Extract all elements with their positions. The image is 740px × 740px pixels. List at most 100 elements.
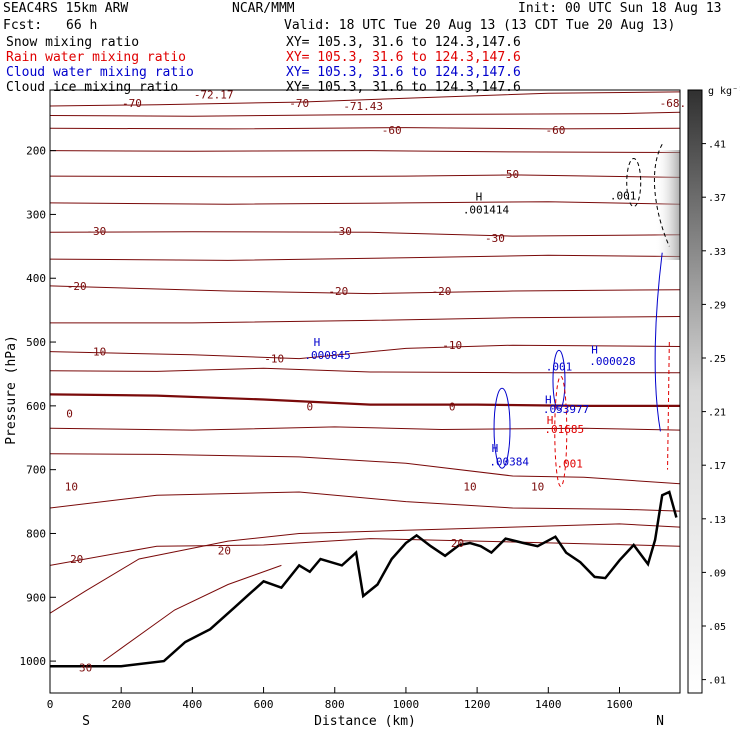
y-tick-label-6: 800: [26, 527, 46, 540]
temperature-label-22: 10: [531, 480, 544, 493]
temperature-label-15: -10: [264, 353, 284, 366]
field-label-14: .001: [556, 457, 583, 470]
rain-water-contour: [554, 375, 568, 487]
field-labels: H.001414.001H.000845.001H.000028H.053977…: [304, 189, 636, 470]
cloud-water-contour-b: [552, 349, 566, 411]
field-label-7: .000028: [589, 355, 635, 368]
isotherm-4: [50, 174, 680, 178]
axes: 0 200 400 600 800 1000 1200 1400 160020030040050…: [20, 145, 633, 711]
x-tick-label-7: 1400: [535, 698, 562, 711]
temperature-label-7: -50: [499, 168, 519, 181]
y-tick-label-8: 1000: [20, 655, 47, 668]
colorbar-ticks: .01 .05 .09 .13 .17 .21 .25 .29 .33 .37 .41: [702, 140, 726, 687]
temperature-label-18: 0: [306, 401, 313, 414]
isotherm-6: [50, 231, 680, 237]
temperature-label-14: -10: [86, 346, 106, 359]
cloud-water-contour-a: [493, 387, 511, 469]
field-ice-name: Cloud ice mixing ratio: [6, 80, 179, 95]
rain-water-contour-b: [667, 342, 670, 470]
colorbar-label-10: .41: [708, 140, 726, 151]
colorbar-unit: g kg⁻¹: [708, 86, 740, 97]
colorbar-label-2: .09: [708, 568, 726, 579]
isotherm-14: [50, 453, 680, 485]
colorbar: [687, 89, 703, 694]
temperature-label-24: 20: [218, 545, 231, 558]
temperature-label-17: 0: [66, 408, 73, 421]
isotherm-17: [50, 523, 680, 614]
x-tick-label-6: 1200: [464, 698, 491, 711]
colorbar-label-4: .17: [708, 461, 726, 472]
y-tick-label-2: 400: [26, 272, 46, 285]
field-label-0: H: [476, 191, 483, 204]
x-tick-label-1: 200: [111, 698, 131, 711]
field-label-8: H: [545, 394, 552, 407]
isotherm-5: [50, 201, 680, 205]
field-label-2: .001: [610, 189, 637, 202]
temperature-label-13: -20: [432, 285, 452, 298]
field-label-3: H: [314, 336, 321, 349]
cloud-water-contour-c: [654, 252, 663, 432]
field-rain-xy: XY= 105.3, 31.6 to 124.3,147.6: [286, 50, 521, 65]
isotherm-12: [50, 393, 680, 407]
field-cloud-xy: XY= 105.3, 31.6 to 124.3,147.6: [286, 65, 521, 80]
colorbar-label-3: .13: [708, 515, 726, 526]
x-tick-label-5: 1000: [393, 698, 420, 711]
model-title: SEAC4RS 15km ARW: [3, 1, 129, 16]
temperature-label-20: 10: [65, 480, 78, 493]
temperature-label-8: -30: [86, 225, 106, 238]
org-label: NCAR/MMM: [232, 1, 295, 16]
temperature-label-21: 10: [463, 480, 476, 493]
isotherm-2: [50, 127, 680, 130]
x-tick-label-2: 400: [182, 698, 202, 711]
temperature-label-0: -70: [122, 97, 142, 110]
isotherm-10: [50, 344, 680, 360]
y-tick-label-7: 900: [26, 591, 46, 604]
forecast-label: Fcst:: [3, 18, 43, 33]
x-tick-label-4: 800: [325, 698, 345, 711]
field-cloud-name: Cloud water mixing ratio: [6, 65, 194, 80]
field-label-12: H: [492, 442, 499, 455]
plot-frame: [49, 89, 681, 694]
temperature-label-23: 20: [70, 553, 83, 566]
temperature-label-26: 30: [79, 662, 92, 675]
temperature-label-12: -20: [328, 285, 348, 298]
valid-time: Valid: 18 UTC Tue 20 Aug 13 (13 CDT Tue …: [284, 18, 676, 33]
mixing-ratio-contours: [493, 143, 670, 487]
isotherm-8: [50, 285, 680, 295]
isotherm-11: [50, 367, 680, 374]
x-axis-label: Distance (km): [314, 714, 416, 729]
temperature-label-16: -10: [442, 339, 462, 352]
field-label-4: .000845: [304, 349, 350, 362]
y-tick-label-0: 200: [26, 145, 46, 158]
field-label-10: H: [547, 414, 554, 427]
colorbar-label-1: .05: [708, 622, 726, 633]
temperature-contours: [50, 91, 680, 662]
temperature-label-19: 0: [449, 401, 456, 414]
temperature-label-3: -71.43: [343, 100, 383, 113]
temperature-label-2: -72.17: [194, 89, 234, 102]
colorbar-label-0: .01: [708, 676, 726, 687]
temperature-label-25: 20: [451, 537, 464, 550]
isotherm-9: [50, 316, 680, 324]
isotherm-0: [50, 91, 680, 107]
isotherm-16: [50, 538, 680, 566]
temperature-label-1: -70: [289, 97, 309, 110]
colorbar-label-5: .21: [708, 408, 726, 419]
x-tick-label-8: 1600: [606, 698, 633, 711]
forecast-hour: 66 h: [66, 18, 98, 33]
temperature-label-4: -68.: [660, 97, 687, 110]
field-snow-xy: XY= 105.3, 31.6 to 124.3,147.6: [286, 35, 521, 50]
y-tick-label-1: 300: [26, 208, 46, 221]
field-label-6: H: [591, 344, 598, 357]
ice-contour-b: [653, 143, 670, 247]
field-label-11: .01685: [544, 423, 584, 436]
isotherm-18: [103, 564, 282, 662]
field-rain-name: Rain water mixing ratio: [6, 50, 187, 65]
colorbar-label-6: .25: [708, 354, 726, 365]
init-time: Init: 00 UTC Sun 18 Aug 13: [518, 1, 722, 16]
temperature-label-10: -30: [485, 232, 505, 245]
isotherm-13: [50, 426, 680, 431]
colorbar-label-9: .37: [708, 193, 726, 204]
temperature-label-6: -60: [545, 124, 565, 137]
field-snow-name: Snow mixing ratio: [6, 35, 140, 50]
